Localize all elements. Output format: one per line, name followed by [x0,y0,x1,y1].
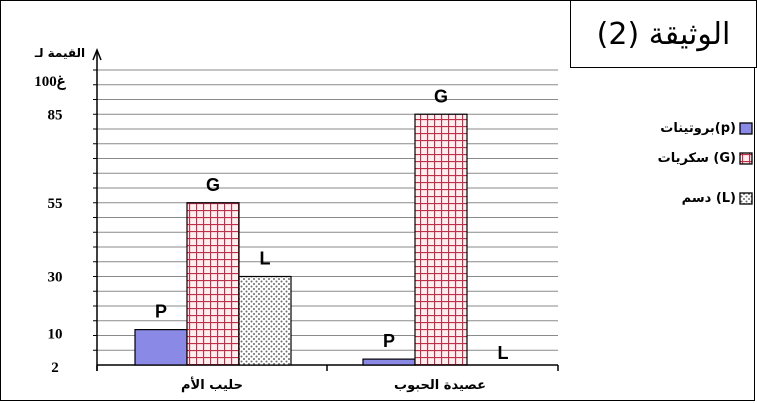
y-axis-label: القيمة لـ [34,46,85,60]
category-labels: حليب الأم عصيدة الحبوب [181,376,486,393]
bar-grid [414,113,468,366]
y-axis-label-unit: 100غ [34,74,67,90]
legend-swatch-dots [739,192,753,205]
bar-label: P [155,302,167,322]
legend-label: سكريات (G) [658,151,736,166]
legend-label: بروتينات(p) [660,121,736,136]
legend: بروتينات(p) سكريات (G) دسم (L) [658,121,753,206]
bar-solid [134,329,188,366]
category-label: عصيدة الحبوب [394,378,486,393]
legend-label: دسم (L) [682,191,736,206]
legend-swatch-solid [739,122,753,135]
bar-label: G [434,86,448,106]
bar-label: L [260,249,271,269]
bar-label: L [498,343,509,363]
y-tick-label: 55 [48,196,63,212]
bars: P G L P G L [134,86,509,366]
gridlines [97,69,558,351]
bar-label: G [206,175,220,195]
y-axis-arrow [92,47,102,61]
category-label: حليب الأم [181,376,243,393]
y-tick-labels: 2 10 30 55 85 [48,107,63,376]
axes: القيمة لـ 100غ [34,46,559,371]
y-tick-label: 10 [48,327,63,343]
bar-label: P [383,331,395,351]
document-label: الوثيقة (2) [570,0,757,68]
bar-grid [186,202,240,366]
bar-dots [238,275,292,366]
y-tick-label: 2 [51,360,59,376]
y-tick-label: 85 [48,107,63,123]
y-tick-label: 30 [48,270,63,286]
bar-solid [362,358,416,366]
legend-swatch-grid [739,152,753,165]
